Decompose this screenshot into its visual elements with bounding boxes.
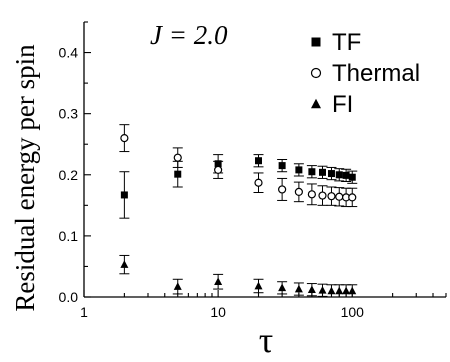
legend-marker-tf <box>311 37 321 47</box>
x-tick-label: 1 <box>80 304 88 320</box>
data-point <box>174 170 182 178</box>
data-point <box>335 286 344 295</box>
data-point <box>254 178 263 187</box>
y-tick-label: 0.0 <box>59 289 79 305</box>
data-point <box>120 260 129 268</box>
data-point <box>255 157 263 165</box>
y-tick-label: 0.2 <box>59 167 79 183</box>
data-point <box>348 193 357 202</box>
data-point <box>348 173 356 181</box>
data-point <box>173 282 182 290</box>
data-point <box>342 171 350 179</box>
x-tick-label: 100 <box>341 304 365 320</box>
data-point <box>278 283 287 292</box>
data-point <box>335 171 343 179</box>
data-point <box>318 285 327 294</box>
data-point <box>327 286 336 295</box>
legend-label-thermal: Thermal <box>332 60 420 87</box>
y-axis-label: Residual energy per spin <box>10 44 40 312</box>
data-point <box>294 284 303 293</box>
data-point <box>327 192 336 201</box>
coupling-annotation: J = 2.0 <box>150 20 228 50</box>
x-axis-label: τ <box>259 320 273 360</box>
data-point <box>342 286 351 295</box>
series-tf <box>119 154 358 219</box>
data-point <box>318 168 326 176</box>
data-series <box>119 124 358 298</box>
legend: TF Thermal FI <box>310 29 420 118</box>
series-fi <box>119 254 358 298</box>
data-point <box>318 191 327 200</box>
y-tick-label: 0.3 <box>59 106 79 122</box>
data-point <box>278 162 286 170</box>
data-point <box>120 134 129 143</box>
series-thermal <box>119 124 358 208</box>
data-point <box>327 170 335 178</box>
data-point <box>254 281 263 290</box>
data-point <box>173 153 182 162</box>
data-point <box>295 166 303 174</box>
data-point <box>308 168 316 176</box>
x-tick-label: 10 <box>210 304 226 320</box>
legend-marker-thermal <box>310 67 322 79</box>
axes <box>83 22 446 298</box>
data-point <box>214 165 223 174</box>
legend-marker-fi <box>311 98 321 109</box>
data-point <box>120 191 128 199</box>
y-tick-label: 0.4 <box>59 45 79 61</box>
legend-label-fi: FI <box>332 91 353 118</box>
y-tick-label: 0.1 <box>59 228 79 244</box>
data-point <box>348 286 357 295</box>
legend-label-tf: TF <box>332 29 361 56</box>
data-point <box>294 187 303 196</box>
data-point <box>278 185 287 194</box>
data-point <box>307 190 316 199</box>
data-point <box>335 192 344 201</box>
data-point <box>214 277 223 286</box>
data-point <box>307 285 316 293</box>
